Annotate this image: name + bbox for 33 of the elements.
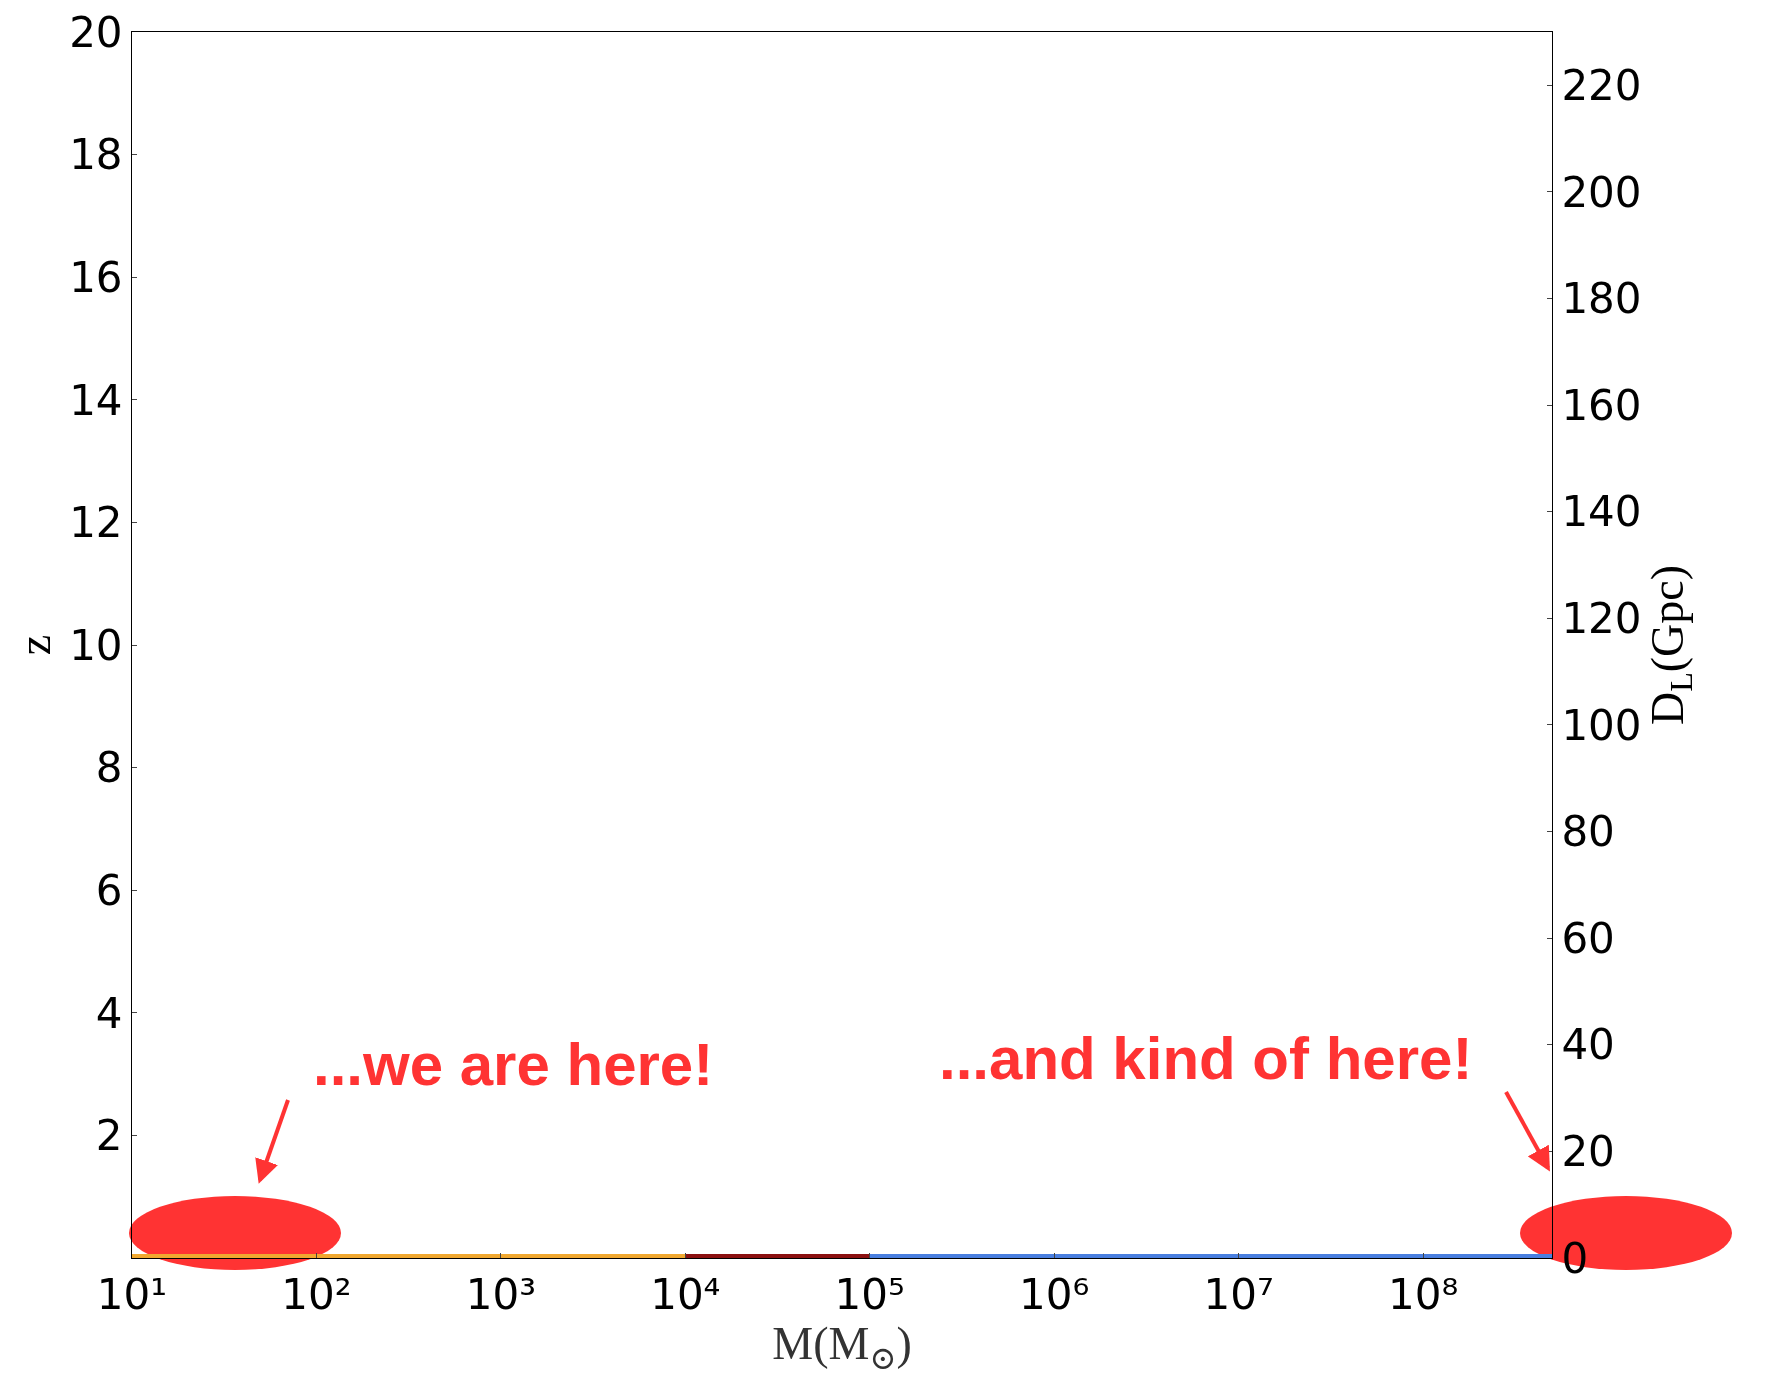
- y-tick-label: 8: [95, 743, 123, 793]
- y2-tick-label: 160: [1561, 380, 1642, 430]
- x-tick-label: 10¹: [96, 1270, 168, 1320]
- x-axis-title: M(M$_{⊙}$): [772, 1318, 912, 1376]
- y2-tick-label: 100: [1561, 700, 1642, 750]
- y-tick-label: 2: [95, 1111, 123, 1161]
- y-tick-label: 14: [69, 375, 123, 425]
- annotation: ...we are here!: [313, 1031, 714, 1098]
- y2-tick-label: 40: [1561, 1020, 1615, 1070]
- x-tick-label: 10⁴: [650, 1270, 721, 1320]
- x-tick-label: 10⁸: [1387, 1270, 1459, 1320]
- y2-tick-label: 60: [1561, 913, 1615, 963]
- y2-tick-label: 80: [1561, 807, 1615, 857]
- y2-tick-label: 220: [1561, 61, 1642, 110]
- y2-tick-label: 200: [1561, 167, 1642, 217]
- x-tick-label: 10²: [281, 1270, 352, 1320]
- y-tick-label: 10: [69, 620, 123, 670]
- y-axis-title: z: [8, 634, 60, 656]
- x-tick-label: 10⁷: [1203, 1270, 1274, 1320]
- y2-tick-label: 120: [1561, 594, 1642, 644]
- y-tick-label: 20: [69, 7, 123, 57]
- x-tick-label: 10⁶: [1019, 1270, 1090, 1320]
- y2-tick-label: 20: [1561, 1127, 1615, 1177]
- x-tick-label: 10³: [465, 1270, 537, 1320]
- x-tick-label: 10⁵: [834, 1270, 905, 1320]
- y2-tick-label: 180: [1561, 274, 1642, 324]
- y-tick-label: 6: [95, 865, 123, 915]
- y-tick-label: 12: [69, 498, 123, 548]
- y2-tick-label: 140: [1561, 487, 1642, 537]
- annotation: ...and kind of here!: [939, 1025, 1473, 1092]
- y-tick-label: 16: [69, 252, 123, 302]
- y-tick-label: 18: [69, 130, 123, 180]
- y-tick-label: 4: [95, 988, 123, 1038]
